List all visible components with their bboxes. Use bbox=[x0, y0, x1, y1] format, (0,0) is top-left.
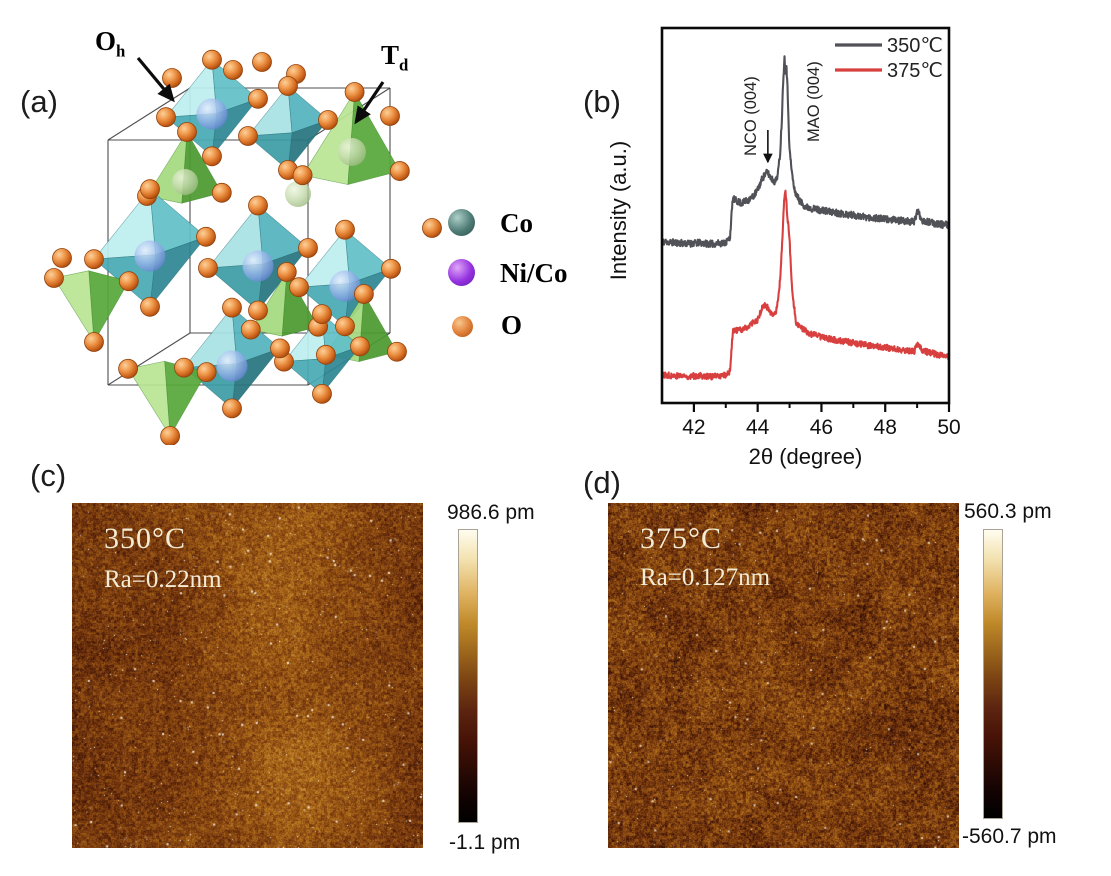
svg-text:48: 48 bbox=[874, 416, 897, 439]
afm-c-colorbar bbox=[458, 529, 478, 823]
panel-d-label: (d) bbox=[583, 465, 621, 500]
o-atom-icon bbox=[452, 316, 473, 337]
panel-c-label: (c) bbox=[30, 458, 67, 493]
panel-b-label: (b) bbox=[583, 84, 621, 119]
afm-d-colorbar-min: -560.7 pm bbox=[962, 825, 1057, 848]
svg-text:46: 46 bbox=[810, 416, 833, 439]
svg-text:NCO (004): NCO (004) bbox=[742, 76, 760, 156]
svg-text:Intensity (a.u.): Intensity (a.u.) bbox=[606, 141, 631, 280]
oh-main: O bbox=[95, 26, 117, 56]
co-legend-label: Co bbox=[500, 208, 533, 238]
svg-text:350℃: 350℃ bbox=[887, 35, 943, 57]
afm-d-temperature: 375°C bbox=[640, 522, 723, 555]
td-main: T bbox=[381, 40, 400, 70]
oh-site-label: Oh bbox=[95, 26, 125, 61]
panel-a-label: (a) bbox=[20, 84, 58, 119]
afm-image-350c bbox=[72, 503, 423, 848]
afm-c-roughness: Ra=0.22nm bbox=[104, 566, 222, 593]
afm-d-roughness: Ra=0.127nm bbox=[640, 564, 771, 591]
afm-d-colorbar-max: 560.3 pm bbox=[964, 500, 1052, 523]
afm-c-temperature: 350°C bbox=[104, 522, 187, 555]
afm-image-375c bbox=[608, 503, 959, 848]
nico-atom-icon bbox=[448, 259, 475, 286]
o-legend-label: O bbox=[501, 310, 523, 340]
svg-text:42: 42 bbox=[682, 416, 705, 439]
svg-text:44: 44 bbox=[746, 416, 770, 439]
spinel-crystal-structure bbox=[44, 49, 442, 445]
afm-d-colorbar bbox=[983, 529, 1003, 819]
nico-legend-label: Ni/Co bbox=[500, 258, 568, 288]
svg-text:2θ (degree): 2θ (degree) bbox=[749, 444, 863, 469]
svg-text:50: 50 bbox=[937, 416, 960, 439]
oh-sub: h bbox=[116, 41, 126, 61]
co-atom-icon bbox=[448, 209, 475, 236]
xrd-chart: 42 44 46 48 50 2θ (degree) Intensity (a.u.) 350… bbox=[606, 26, 961, 469]
td-sub: d bbox=[399, 55, 409, 75]
td-site-label: Td bbox=[381, 40, 408, 75]
afm-c-colorbar-max: 986.6 pm bbox=[447, 501, 535, 524]
svg-text:MAO (004): MAO (004) bbox=[805, 61, 823, 142]
svg-text:375℃: 375℃ bbox=[887, 60, 943, 82]
afm-c-colorbar-min: -1.1 pm bbox=[449, 831, 521, 854]
